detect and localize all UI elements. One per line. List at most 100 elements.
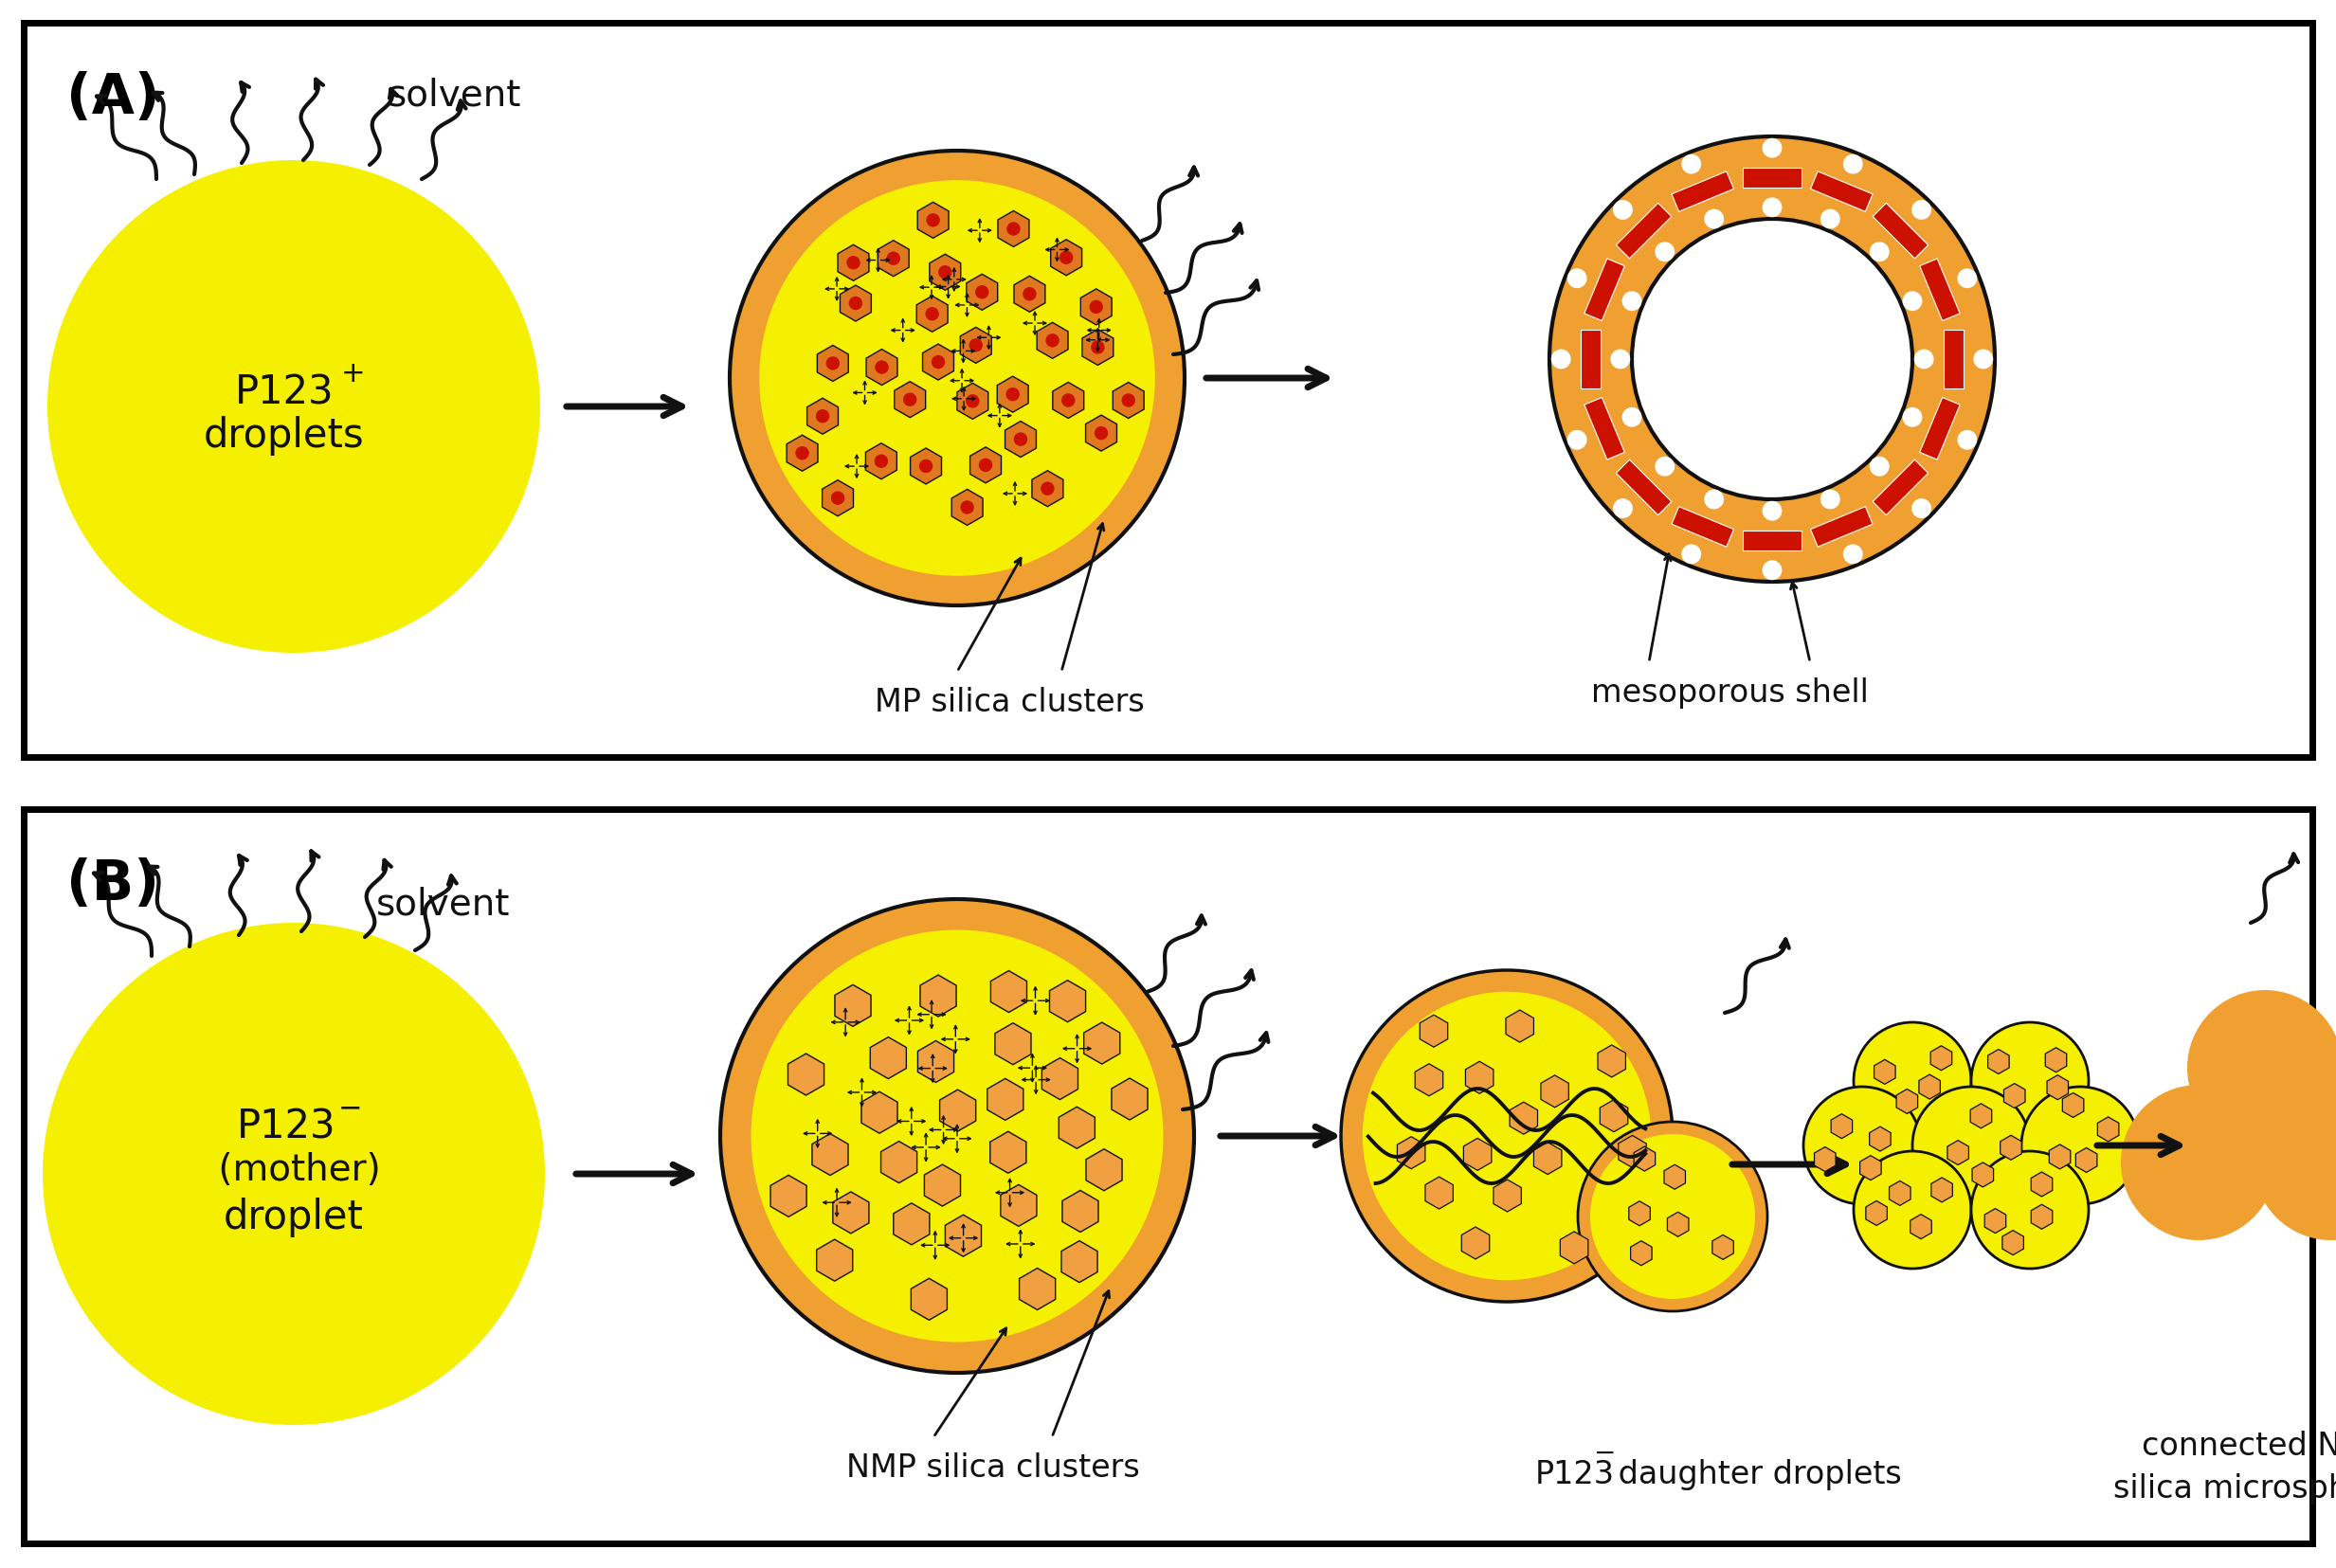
Polygon shape: [1859, 1156, 1880, 1181]
Circle shape: [1761, 561, 1782, 580]
Circle shape: [1023, 289, 1037, 301]
Circle shape: [888, 252, 899, 267]
Circle shape: [1902, 292, 1923, 312]
Polygon shape: [951, 489, 983, 525]
Polygon shape: [918, 202, 948, 238]
Text: silica microspheres: silica microspheres: [2114, 1472, 2336, 1504]
Circle shape: [752, 930, 1163, 1342]
Polygon shape: [958, 384, 988, 420]
Text: (A): (A): [65, 71, 159, 125]
Polygon shape: [806, 398, 839, 434]
Polygon shape: [1831, 1115, 1852, 1138]
Polygon shape: [1084, 1022, 1119, 1065]
Polygon shape: [834, 1192, 869, 1234]
Polygon shape: [1082, 290, 1112, 326]
Polygon shape: [1416, 1065, 1444, 1096]
Text: solvent: solvent: [376, 886, 512, 922]
Polygon shape: [787, 1054, 825, 1096]
Circle shape: [759, 180, 1154, 577]
Circle shape: [1093, 426, 1107, 441]
Circle shape: [1911, 201, 1932, 221]
Polygon shape: [1058, 1107, 1096, 1149]
Circle shape: [1577, 1123, 1768, 1311]
Polygon shape: [841, 285, 871, 321]
Circle shape: [1007, 389, 1018, 401]
Polygon shape: [867, 444, 897, 480]
Polygon shape: [1004, 422, 1037, 458]
Circle shape: [960, 502, 974, 514]
Polygon shape: [1509, 1102, 1537, 1135]
Polygon shape: [881, 1142, 918, 1184]
Polygon shape: [1631, 1240, 1652, 1265]
Circle shape: [932, 356, 946, 370]
Polygon shape: [1049, 980, 1086, 1022]
Circle shape: [1761, 502, 1782, 521]
Circle shape: [1654, 243, 1675, 262]
Circle shape: [1803, 1087, 1920, 1204]
Circle shape: [1913, 1087, 2030, 1204]
Circle shape: [939, 267, 953, 279]
Polygon shape: [2077, 1148, 2098, 1173]
Polygon shape: [1061, 1240, 1098, 1283]
Circle shape: [1958, 431, 1976, 450]
Polygon shape: [1944, 331, 1962, 389]
Circle shape: [1761, 198, 1782, 218]
Polygon shape: [1086, 1149, 1121, 1192]
Circle shape: [1567, 431, 1586, 450]
Polygon shape: [2046, 1076, 2067, 1101]
Polygon shape: [1866, 1201, 1887, 1226]
Polygon shape: [997, 212, 1030, 248]
Polygon shape: [920, 975, 955, 1018]
Polygon shape: [1873, 204, 1927, 259]
Circle shape: [1654, 458, 1675, 477]
Circle shape: [1551, 350, 1570, 370]
Polygon shape: [1918, 1074, 1941, 1099]
Polygon shape: [1619, 1135, 1647, 1168]
Polygon shape: [1542, 1076, 1570, 1107]
Polygon shape: [925, 1165, 960, 1206]
Circle shape: [904, 394, 916, 408]
Circle shape: [794, 447, 808, 461]
Polygon shape: [1969, 1104, 1993, 1129]
Circle shape: [2254, 1085, 2336, 1240]
Text: P123: P123: [1535, 1458, 1614, 1490]
Polygon shape: [930, 256, 960, 292]
Polygon shape: [1397, 1137, 1425, 1170]
Polygon shape: [1668, 1212, 1689, 1237]
Circle shape: [974, 285, 988, 299]
Polygon shape: [1507, 1010, 1535, 1043]
Polygon shape: [1465, 1138, 1490, 1171]
Circle shape: [1958, 270, 1976, 289]
Polygon shape: [2046, 1047, 2067, 1073]
Polygon shape: [1462, 1228, 1490, 1259]
Polygon shape: [1932, 1178, 1953, 1203]
Polygon shape: [867, 350, 897, 386]
FancyBboxPatch shape: [23, 809, 2313, 1543]
Polygon shape: [916, 296, 948, 332]
Circle shape: [1974, 350, 1993, 370]
Circle shape: [1591, 1134, 1754, 1300]
Polygon shape: [1112, 383, 1145, 419]
Polygon shape: [967, 274, 997, 310]
Circle shape: [1911, 499, 1932, 519]
Circle shape: [1362, 993, 1652, 1281]
Polygon shape: [1890, 1181, 1911, 1206]
Polygon shape: [1988, 1049, 2009, 1074]
Text: mesoporous shell: mesoporous shell: [1591, 677, 1869, 709]
Polygon shape: [834, 985, 871, 1027]
Circle shape: [925, 307, 939, 321]
Circle shape: [1820, 491, 1841, 510]
Circle shape: [1855, 1022, 1972, 1140]
Text: (mother): (mother): [206, 1151, 381, 1187]
Circle shape: [846, 257, 860, 270]
Polygon shape: [1617, 204, 1673, 259]
Circle shape: [1761, 140, 1782, 158]
Text: P123: P123: [234, 373, 334, 412]
Circle shape: [1705, 491, 1724, 510]
Polygon shape: [1810, 172, 1873, 212]
Polygon shape: [813, 1134, 848, 1176]
Circle shape: [1972, 1151, 2088, 1269]
Polygon shape: [1897, 1090, 1918, 1113]
FancyBboxPatch shape: [23, 24, 2313, 757]
Polygon shape: [995, 1024, 1030, 1065]
